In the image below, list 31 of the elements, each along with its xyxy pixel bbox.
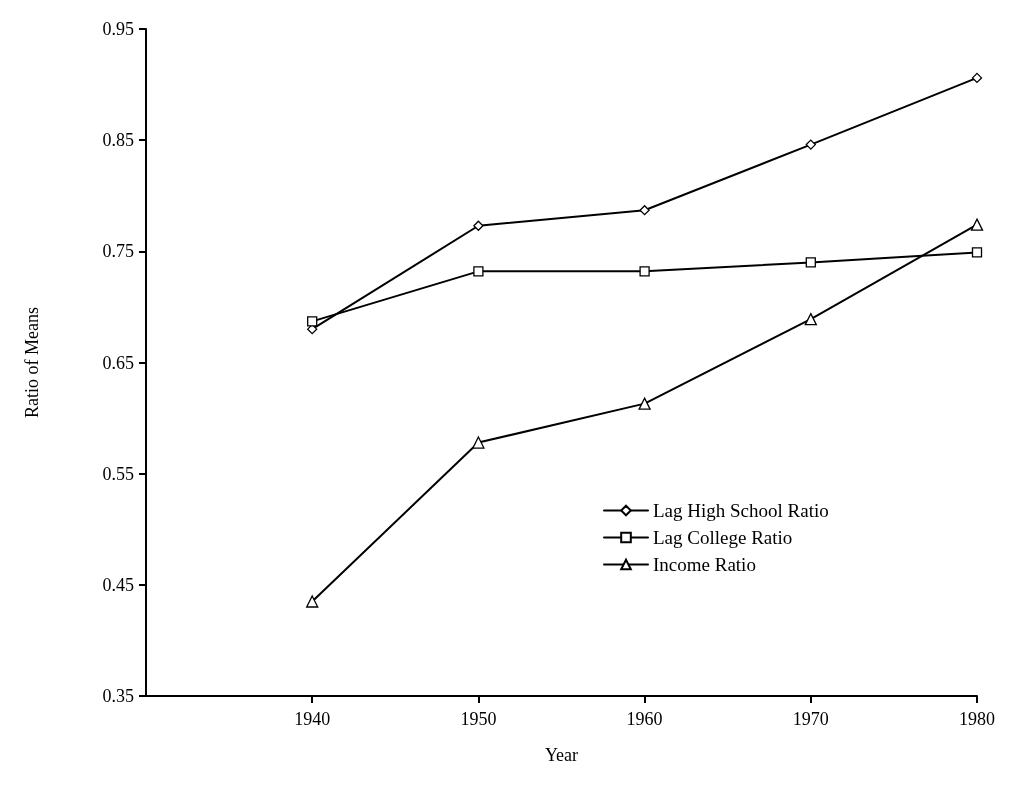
x-tick-label: 1950 [460, 709, 497, 729]
y-tick-label: 0.85 [102, 130, 134, 151]
legend-label: Lag College Ratio [653, 527, 793, 548]
point [971, 72, 983, 84]
point [805, 257, 816, 268]
point [639, 266, 650, 277]
point [804, 312, 817, 326]
point [638, 397, 651, 410]
x-tick-label: 1960 [626, 709, 663, 729]
point [306, 595, 319, 608]
point [473, 220, 484, 231]
y-tick-label: 0.55 [102, 463, 134, 484]
y-tick-label: 0.35 [102, 686, 134, 706]
legend-label: Lag High School Ratio [653, 500, 829, 521]
point [639, 205, 650, 216]
legend-label: Income Ratio [653, 554, 756, 575]
y-tick-label: 0.75 [102, 241, 134, 262]
y-tick-label: 0.45 [102, 574, 134, 595]
x-tick-label: 1980 [959, 709, 995, 729]
x-tick-label: 1940 [294, 709, 331, 729]
point [805, 139, 816, 150]
y-tick-label: 0.65 [102, 352, 134, 373]
y-axis-title: Ratio of Means [22, 307, 42, 418]
point [473, 266, 484, 277]
x-axis-title: Year [544, 745, 579, 765]
point [971, 247, 983, 258]
point [970, 218, 984, 231]
y-tick-label: 0.95 [102, 19, 134, 39]
x-tick-label: 1970 [792, 709, 829, 729]
point [472, 436, 485, 449]
point [307, 316, 318, 327]
